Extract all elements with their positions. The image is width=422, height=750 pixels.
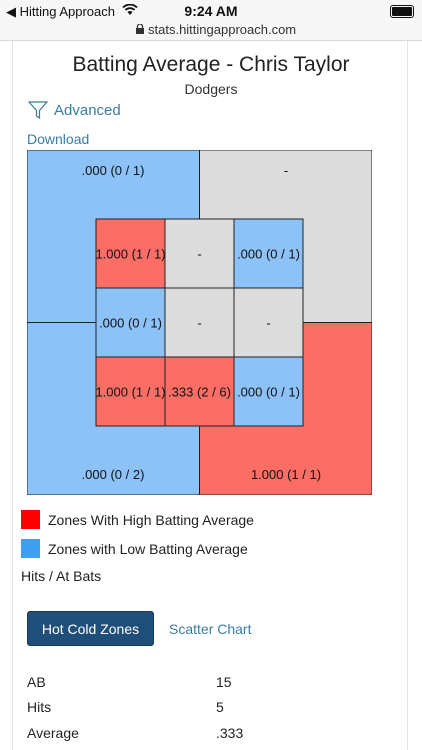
outer-zone-label: - bbox=[284, 163, 288, 178]
outer-zone-label: .000 (0 / 1) bbox=[82, 163, 145, 178]
advanced-label: Advanced bbox=[54, 101, 121, 119]
clock: 9:24 AM bbox=[184, 3, 238, 19]
strike-zone-cell bbox=[233, 356, 304, 427]
back-to-app-link[interactable]: ◀ Hitting Approach bbox=[6, 4, 116, 19]
stat-label: AB bbox=[27, 674, 46, 690]
battery-icon bbox=[390, 5, 414, 18]
high-average-swatch bbox=[21, 510, 40, 529]
stat-label: Hits bbox=[27, 699, 52, 715]
hot-cold-zone-chart: .000 (0 / 1) - .000 (0 / 2) 1.000 (1 / 1) 1.… bbox=[27, 150, 372, 495]
strike-zone-cell-label: 1.000 (1 / 1) bbox=[95, 247, 165, 262]
wifi-icon bbox=[122, 4, 138, 15]
legend-low-label: Zones with Low Batting Average bbox=[48, 540, 248, 557]
strike-zone-cell-label: .000 (0 / 1) bbox=[99, 316, 162, 331]
strike-zone-cell-label: 1.000 (1 / 1) bbox=[95, 385, 165, 400]
scatter-chart-link[interactable]: Scatter Chart bbox=[169, 621, 252, 637]
download-link[interactable]: Download bbox=[27, 131, 90, 147]
legend-high: Zones With High Batting Average bbox=[21, 510, 254, 529]
filter-icon bbox=[28, 101, 48, 120]
url-text: stats.hittingapproach.com bbox=[148, 22, 297, 37]
strike-zone-cell-label: - bbox=[197, 316, 201, 331]
strike-zone-cell bbox=[95, 356, 166, 427]
strike-zone-cell bbox=[164, 356, 235, 427]
stat-value: .333 bbox=[216, 725, 244, 741]
strike-zone-cell-label: - bbox=[197, 247, 201, 262]
hot-cold-zones-button[interactable]: Hot Cold Zones bbox=[27, 611, 154, 646]
back-app-label: Hitting Approach bbox=[19, 4, 116, 19]
strike-zone-cell-label: - bbox=[266, 316, 270, 331]
low-average-swatch bbox=[21, 539, 40, 558]
team-name: Dodgers bbox=[184, 81, 238, 97]
page-title: Batting Average - Chris Taylor bbox=[72, 53, 350, 76]
page-content bbox=[12, 41, 408, 750]
lock-icon bbox=[136, 23, 144, 37]
stat-value: 5 bbox=[216, 699, 224, 715]
outer-zone-label: 1.000 (1 / 1) bbox=[251, 467, 321, 482]
outer-zone-label: .000 (0 / 2) bbox=[82, 467, 145, 482]
stat-label: Average bbox=[27, 725, 79, 741]
strike-zone-cell-label: .333 (2 / 6) bbox=[168, 385, 231, 400]
legend-high-label: Zones With High Batting Average bbox=[48, 511, 254, 528]
hits-at-bats-note: Hits / At Bats bbox=[21, 568, 102, 584]
stat-value: 15 bbox=[216, 674, 232, 690]
strike-zone-cell bbox=[164, 287, 235, 358]
legend-low: Zones with Low Batting Average bbox=[21, 539, 248, 558]
status-bar: ◀ Hitting Approach 9:24 AM bbox=[0, 0, 422, 22]
stat-row-hits: Hits 5 bbox=[27, 699, 387, 719]
advanced-filter-link[interactable]: Advanced bbox=[28, 100, 121, 120]
stat-row-average: Average .333 bbox=[27, 725, 387, 745]
url-bar[interactable]: stats.hittingapproach.com bbox=[0, 20, 422, 41]
strike-zone-cell-label: .000 (0 / 1) bbox=[237, 247, 300, 262]
stat-row-ab: AB 15 bbox=[27, 674, 387, 694]
strike-zone-cell-label: .000 (0 / 1) bbox=[237, 385, 300, 400]
strike-zone-cell bbox=[233, 218, 304, 289]
strike-zone-cell bbox=[233, 287, 304, 358]
strike-zone-cell bbox=[95, 287, 166, 358]
